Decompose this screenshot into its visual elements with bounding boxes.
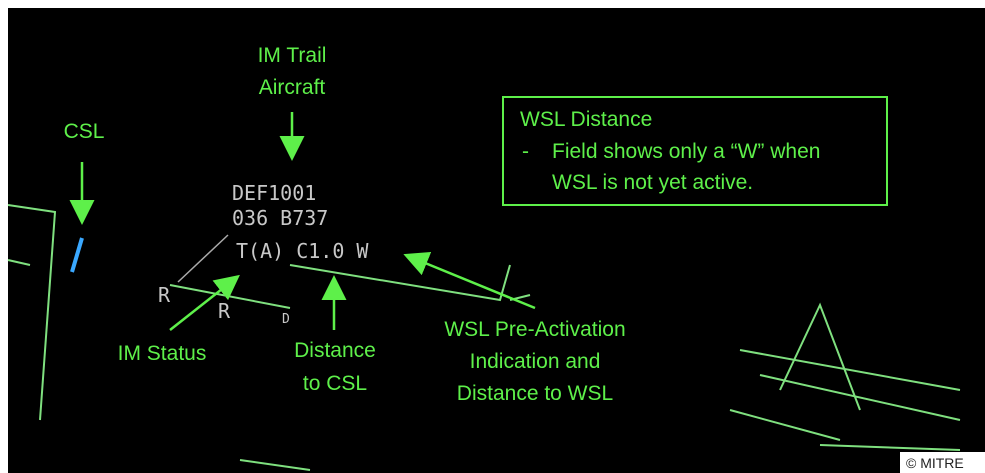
label: Aircraft [259,76,326,99]
arrow [403,252,536,310]
label: IM Trail [258,44,327,67]
info-box [502,96,888,206]
box-text: WSL is not yet active. [552,171,753,194]
bullet: - [522,140,529,163]
csl-marker [70,237,84,273]
label: Distance [294,339,376,362]
datablock-line: T(A) C1.0 W [236,239,369,263]
copyright: © MITRE [906,455,964,471]
leader-line [177,234,229,283]
label: WSL Pre-Activation [444,318,625,341]
copyright-bg [900,452,985,473]
label: IM Status [118,342,207,365]
box-text: Field shows only a “W” when [552,140,820,163]
callsign: DEF1001 [232,181,316,205]
datablock-line: 036 B737 [232,206,328,230]
symbol: R [218,299,231,323]
box-title: WSL Distance [520,108,652,131]
symbol: D [282,312,290,327]
label: Indication and [470,350,601,373]
label: to CSL [303,372,367,395]
label: Distance to WSL [457,382,613,405]
label: CSL [64,120,105,143]
arrow [169,274,240,331]
symbol: R [158,283,171,307]
display [8,8,985,473]
